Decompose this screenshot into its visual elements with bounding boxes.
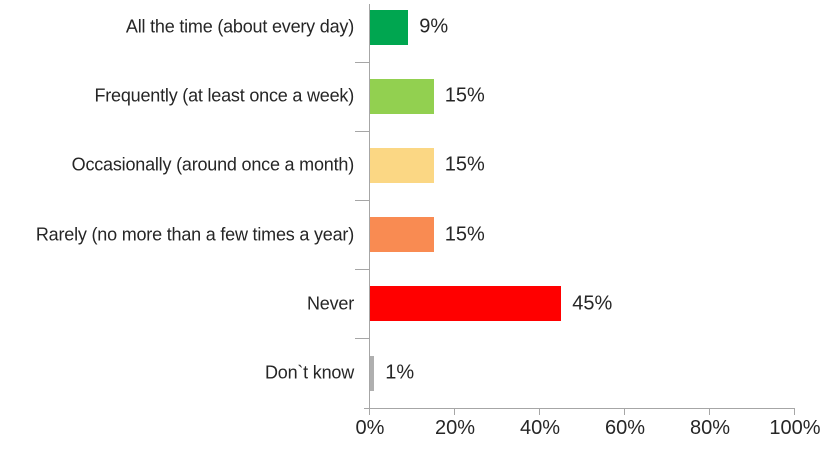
x-axis-tick	[454, 408, 455, 415]
x-axis-tick	[369, 408, 370, 415]
category-label: Frequently (at least once a week)	[94, 85, 354, 106]
category-label: Never	[306, 293, 354, 314]
category-label: Don`t know	[264, 362, 354, 383]
bar	[370, 217, 434, 253]
x-tick-label: 80%	[689, 417, 731, 439]
bar	[370, 147, 434, 183]
bar	[370, 9, 409, 45]
y-axis-line	[369, 4, 370, 408]
bar	[370, 78, 434, 114]
category-axis-tick	[355, 130, 369, 132]
x-axis-line	[364, 408, 795, 409]
category-label: Occasionally (around once a month)	[71, 154, 355, 175]
value-label: 45%	[572, 292, 613, 315]
bar	[370, 355, 375, 391]
x-tick-label: 20%	[434, 417, 476, 439]
category-axis-tick	[355, 338, 369, 340]
category-label: All the time (about every day)	[125, 16, 354, 37]
x-axis-tick	[794, 408, 795, 415]
x-tick-label: 100%	[769, 417, 821, 439]
value-label: 15%	[444, 153, 485, 176]
category-axis-tick	[355, 200, 369, 201]
x-tick-label: 0%	[355, 417, 385, 439]
x-tick-label: 40%	[519, 417, 561, 439]
x-tick-label: 60%	[604, 417, 646, 439]
value-label: 15%	[444, 84, 485, 107]
bar	[370, 286, 562, 322]
category-axis-tick	[355, 269, 369, 271]
category-axis-tick	[355, 61, 369, 63]
x-axis-tick	[624, 408, 625, 415]
category-label: Rarely (no more than a few times a year)	[35, 224, 354, 245]
x-axis-tick	[539, 408, 540, 415]
value-label: 9%	[419, 15, 449, 38]
value-label: 1%	[385, 361, 415, 384]
value-label: 15%	[444, 223, 485, 246]
x-axis-tick	[709, 408, 710, 415]
